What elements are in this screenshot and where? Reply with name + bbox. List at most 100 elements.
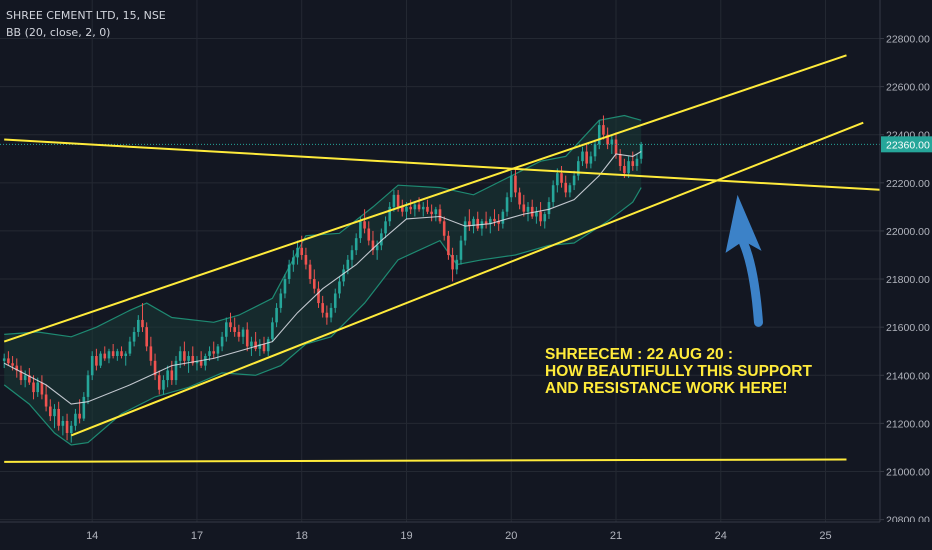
candle	[32, 375, 35, 400]
candle	[371, 230, 375, 255]
candle-body	[266, 339, 270, 352]
candle-body	[262, 343, 266, 352]
candle-body	[375, 245, 379, 251]
candle	[602, 115, 605, 140]
candle-body	[304, 254, 308, 265]
candle	[413, 202, 417, 217]
candle-body	[488, 218, 492, 224]
candle-body	[258, 343, 262, 349]
candle	[317, 281, 320, 308]
candle-body	[614, 139, 618, 154]
candle-body	[392, 194, 396, 207]
candles	[2, 115, 643, 443]
candle	[69, 420, 73, 443]
annotation-line: SHREECEM : 22 AUG 20 :	[545, 346, 734, 363]
candle	[597, 120, 601, 150]
candle-body	[178, 351, 182, 361]
trendline-descending-resistance	[4, 138, 885, 192]
candle	[187, 351, 190, 373]
candle-body	[162, 380, 165, 390]
candle	[375, 240, 379, 260]
price-axis-label: 21000.00	[886, 466, 930, 478]
candle-body	[57, 408, 60, 426]
candle	[199, 351, 203, 369]
candle	[116, 348, 119, 361]
candle-body	[635, 158, 639, 166]
bb-upper-band	[4, 114, 642, 338]
candle-body	[384, 221, 387, 234]
candle	[254, 331, 257, 352]
candle-body	[195, 360, 199, 364]
candle	[539, 202, 542, 227]
candle	[153, 353, 157, 381]
candle	[333, 288, 337, 313]
candle-body	[623, 165, 626, 174]
arrow-icon	[725, 194, 763, 327]
candle-body	[48, 406, 52, 417]
candle-body	[145, 327, 148, 347]
candle-body	[166, 370, 169, 381]
candle	[610, 134, 614, 154]
candle-body	[99, 353, 102, 366]
candle	[95, 348, 98, 371]
candle	[325, 305, 329, 325]
candle	[65, 413, 69, 441]
candle-body	[128, 341, 132, 354]
time-axis-label: 25	[819, 530, 831, 542]
candle	[476, 211, 480, 231]
candle-body	[111, 351, 115, 357]
candle	[568, 182, 572, 198]
candle-body	[396, 194, 400, 207]
candle	[421, 202, 425, 217]
candle-body	[65, 420, 69, 433]
candle	[526, 202, 530, 222]
candle-body	[120, 351, 123, 357]
candle	[149, 336, 153, 366]
candle-body	[359, 221, 362, 239]
candle-body	[208, 351, 211, 357]
candle	[606, 127, 609, 150]
candle	[44, 384, 48, 412]
candle-body	[333, 293, 337, 308]
annotation-text: SHREECEM : 22 AUG 20 : HOW BEAUTIFULLY T…	[545, 346, 812, 397]
candle-body	[602, 125, 605, 135]
candle	[363, 209, 366, 234]
candle	[635, 153, 639, 171]
candle-body	[597, 125, 601, 145]
candle-body	[90, 356, 94, 376]
candle-body	[497, 221, 500, 224]
annotation-line: HOW BEAUTIFULLY THIS SUPPORT	[545, 363, 812, 380]
candle-body	[220, 336, 224, 347]
candle-body	[535, 211, 538, 217]
candle-body	[78, 413, 81, 419]
candle	[266, 336, 270, 357]
candle-body	[551, 185, 555, 203]
candle-body	[627, 161, 630, 174]
indicator-legend[interactable]: BB (20, close, 2, 0)	[6, 26, 111, 39]
candle	[543, 211, 547, 229]
candle-body	[11, 363, 14, 366]
candle	[57, 401, 60, 431]
candle-body	[367, 228, 371, 241]
candle-body	[237, 331, 241, 337]
candle	[434, 206, 438, 222]
price-axis-bg	[880, 0, 932, 550]
candle	[157, 370, 161, 395]
candle	[342, 264, 345, 287]
candle	[245, 322, 249, 352]
candle-body	[204, 356, 207, 366]
candle	[61, 416, 65, 436]
candle-body	[338, 281, 341, 294]
price-axis-label: 21200.00	[886, 418, 930, 430]
candle	[174, 356, 178, 385]
candle-body	[250, 341, 253, 347]
candle	[136, 315, 140, 337]
candle	[442, 216, 446, 241]
candle	[514, 168, 517, 198]
candle	[82, 392, 86, 421]
arrow-head	[725, 194, 762, 253]
candle-body	[350, 250, 354, 260]
price-axis-label: 22600.00	[886, 82, 930, 94]
candle-body	[438, 209, 442, 222]
